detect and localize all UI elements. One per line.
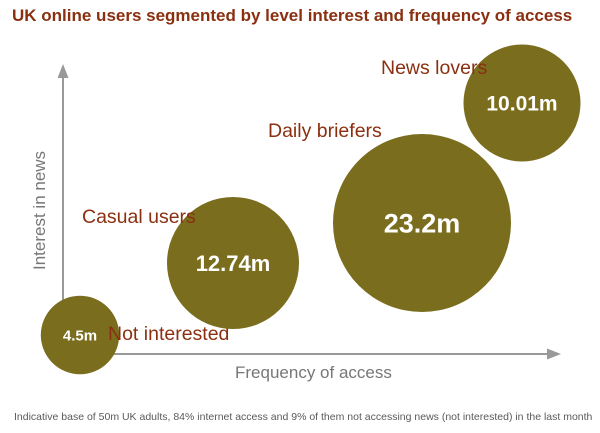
bubble-value-not-interested: 4.5m [63,327,97,344]
category-label-news-lovers: News lovers [381,57,487,79]
bubble-not-interested [40,295,120,375]
bubble-casual-users [167,197,299,329]
category-label-casual-users: Casual users [82,206,196,228]
bubble-daily-briefers [333,134,511,312]
bubble-news-lovers [463,44,581,162]
y-axis-arrow-icon [57,64,69,78]
x-axis [56,348,561,360]
bubbles-layer: 4.5m Not interested 12.74m Casual users 23.2… [40,44,581,375]
chart-title: UK online users segmented by level inter… [12,6,573,25]
category-label-daily-briefers: Daily briefers [268,120,382,142]
x-axis-arrow-icon [547,348,561,360]
category-label-not-interested: Not interested [108,323,229,345]
bubble-value-news-lovers: 10.01m [486,93,557,116]
bubble-value-daily-briefers: 23.2m [384,209,461,239]
x-axis-label: Frequency of access [235,363,392,382]
bubble-value-casual-users: 12.74m [196,251,271,276]
footnote: Indicative base of 50m UK adults, 84% in… [14,411,593,423]
y-axis-label: Interest in news [30,151,49,270]
